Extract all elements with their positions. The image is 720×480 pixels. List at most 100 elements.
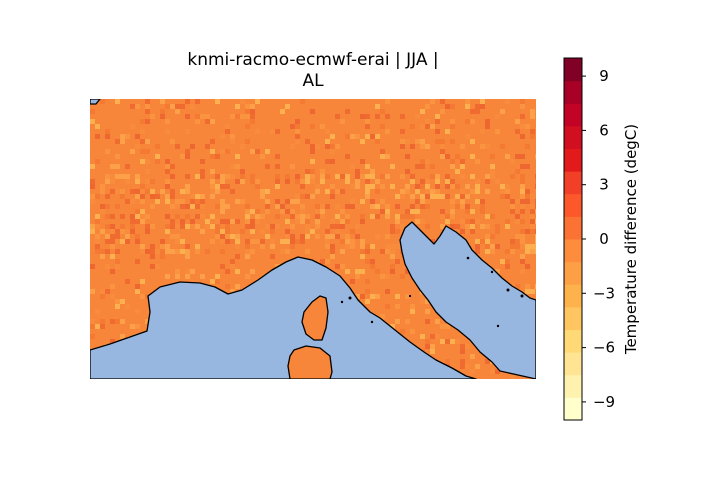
land-cell [110, 339, 115, 344]
land-cell [230, 259, 235, 264]
land-cell [115, 149, 120, 154]
land-cell [515, 129, 520, 134]
land-cell [435, 174, 440, 179]
land-cell [185, 174, 190, 179]
land-cell [535, 244, 536, 249]
land-cell [445, 129, 450, 134]
land-cell [470, 149, 475, 154]
land-cell [380, 124, 385, 129]
land-cell [195, 114, 200, 119]
land-cell [195, 249, 200, 254]
land-cell [530, 134, 535, 139]
land-cell [310, 174, 315, 179]
land-cell [160, 249, 165, 254]
land-cell [245, 124, 250, 129]
land-cell [100, 249, 105, 254]
land-cell [115, 234, 120, 239]
land-cell [120, 214, 125, 219]
land-cell [225, 184, 230, 189]
land-cell [240, 229, 245, 234]
colorbar-segment [564, 125, 582, 149]
land-cell [215, 184, 220, 189]
land-cell [135, 104, 140, 109]
land-cell [235, 114, 240, 119]
land-cell [460, 194, 465, 199]
land-cell [440, 109, 445, 114]
land-cell [185, 154, 190, 159]
land-cell [165, 169, 170, 174]
land-cell [255, 214, 260, 219]
land-cell [305, 249, 310, 254]
land-cell [520, 194, 525, 199]
land-cell [255, 129, 260, 134]
land-cell [310, 144, 315, 149]
land-cell [470, 119, 475, 124]
land-cell [115, 294, 120, 299]
land-cell [350, 184, 355, 189]
land-cell [240, 174, 245, 179]
land-cell [225, 159, 230, 164]
land-cell [495, 369, 500, 374]
land-cell [280, 249, 285, 254]
land-cell [180, 239, 185, 244]
land-cell [490, 249, 495, 254]
land-cell [195, 194, 200, 199]
land-cell [490, 119, 495, 124]
land-cell [140, 169, 145, 174]
land-cell [470, 174, 475, 179]
land-cell [425, 339, 430, 344]
land-cell [335, 229, 340, 234]
land-cell [480, 239, 485, 244]
land-cell [430, 349, 435, 354]
land-cell [120, 174, 125, 179]
land-cell [450, 179, 455, 184]
land-cell [150, 249, 155, 254]
land-cell [185, 214, 190, 219]
land-cell [520, 134, 525, 139]
land-cell [305, 169, 310, 174]
land-cell [395, 259, 400, 264]
land-cell [445, 349, 450, 354]
land-cell [520, 209, 525, 214]
land-cell [515, 169, 520, 174]
land-cell [475, 189, 480, 194]
land-cell [405, 214, 410, 219]
land-cell [235, 284, 240, 289]
land-cell [95, 124, 100, 129]
land-cell [120, 134, 125, 139]
land-cell [410, 144, 415, 149]
land-cell [325, 189, 330, 194]
land-cell [300, 184, 305, 189]
land-cell [370, 294, 375, 299]
land-cell [535, 174, 536, 179]
land-cell [365, 194, 370, 199]
land-cell [455, 204, 460, 209]
land-cell [515, 109, 520, 114]
land-cell [255, 184, 260, 189]
land-cell [385, 244, 390, 249]
land-cell [495, 269, 500, 274]
land-cell [465, 229, 470, 234]
land-cell [205, 259, 210, 264]
land-cell [520, 199, 525, 204]
land-cell [465, 194, 470, 199]
land-cell [365, 299, 370, 304]
land-cell [195, 99, 200, 104]
land-cell [330, 249, 335, 254]
land-cell [140, 314, 145, 319]
land-cell [395, 194, 400, 199]
land-cell [365, 189, 370, 194]
land-cell [405, 154, 410, 159]
land-cell [385, 194, 390, 199]
land-cell [260, 219, 265, 224]
land-cell [290, 244, 295, 249]
land-cell [140, 219, 145, 224]
land-cell [360, 269, 365, 274]
land-cell [530, 194, 535, 199]
land-cell [120, 189, 125, 194]
land-cell [465, 204, 470, 209]
land-cell [170, 234, 175, 239]
land-cell [480, 104, 485, 109]
land-cell [120, 299, 125, 304]
land-cell [330, 234, 335, 239]
